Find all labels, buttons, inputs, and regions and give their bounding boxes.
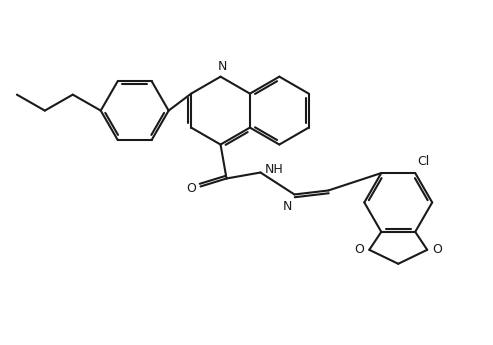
Text: O: O: [354, 243, 364, 256]
Text: O: O: [432, 243, 442, 256]
Text: Cl: Cl: [417, 155, 429, 168]
Text: N: N: [283, 200, 292, 214]
Text: NH: NH: [264, 163, 283, 176]
Text: O: O: [187, 182, 197, 195]
Text: N: N: [218, 60, 227, 73]
